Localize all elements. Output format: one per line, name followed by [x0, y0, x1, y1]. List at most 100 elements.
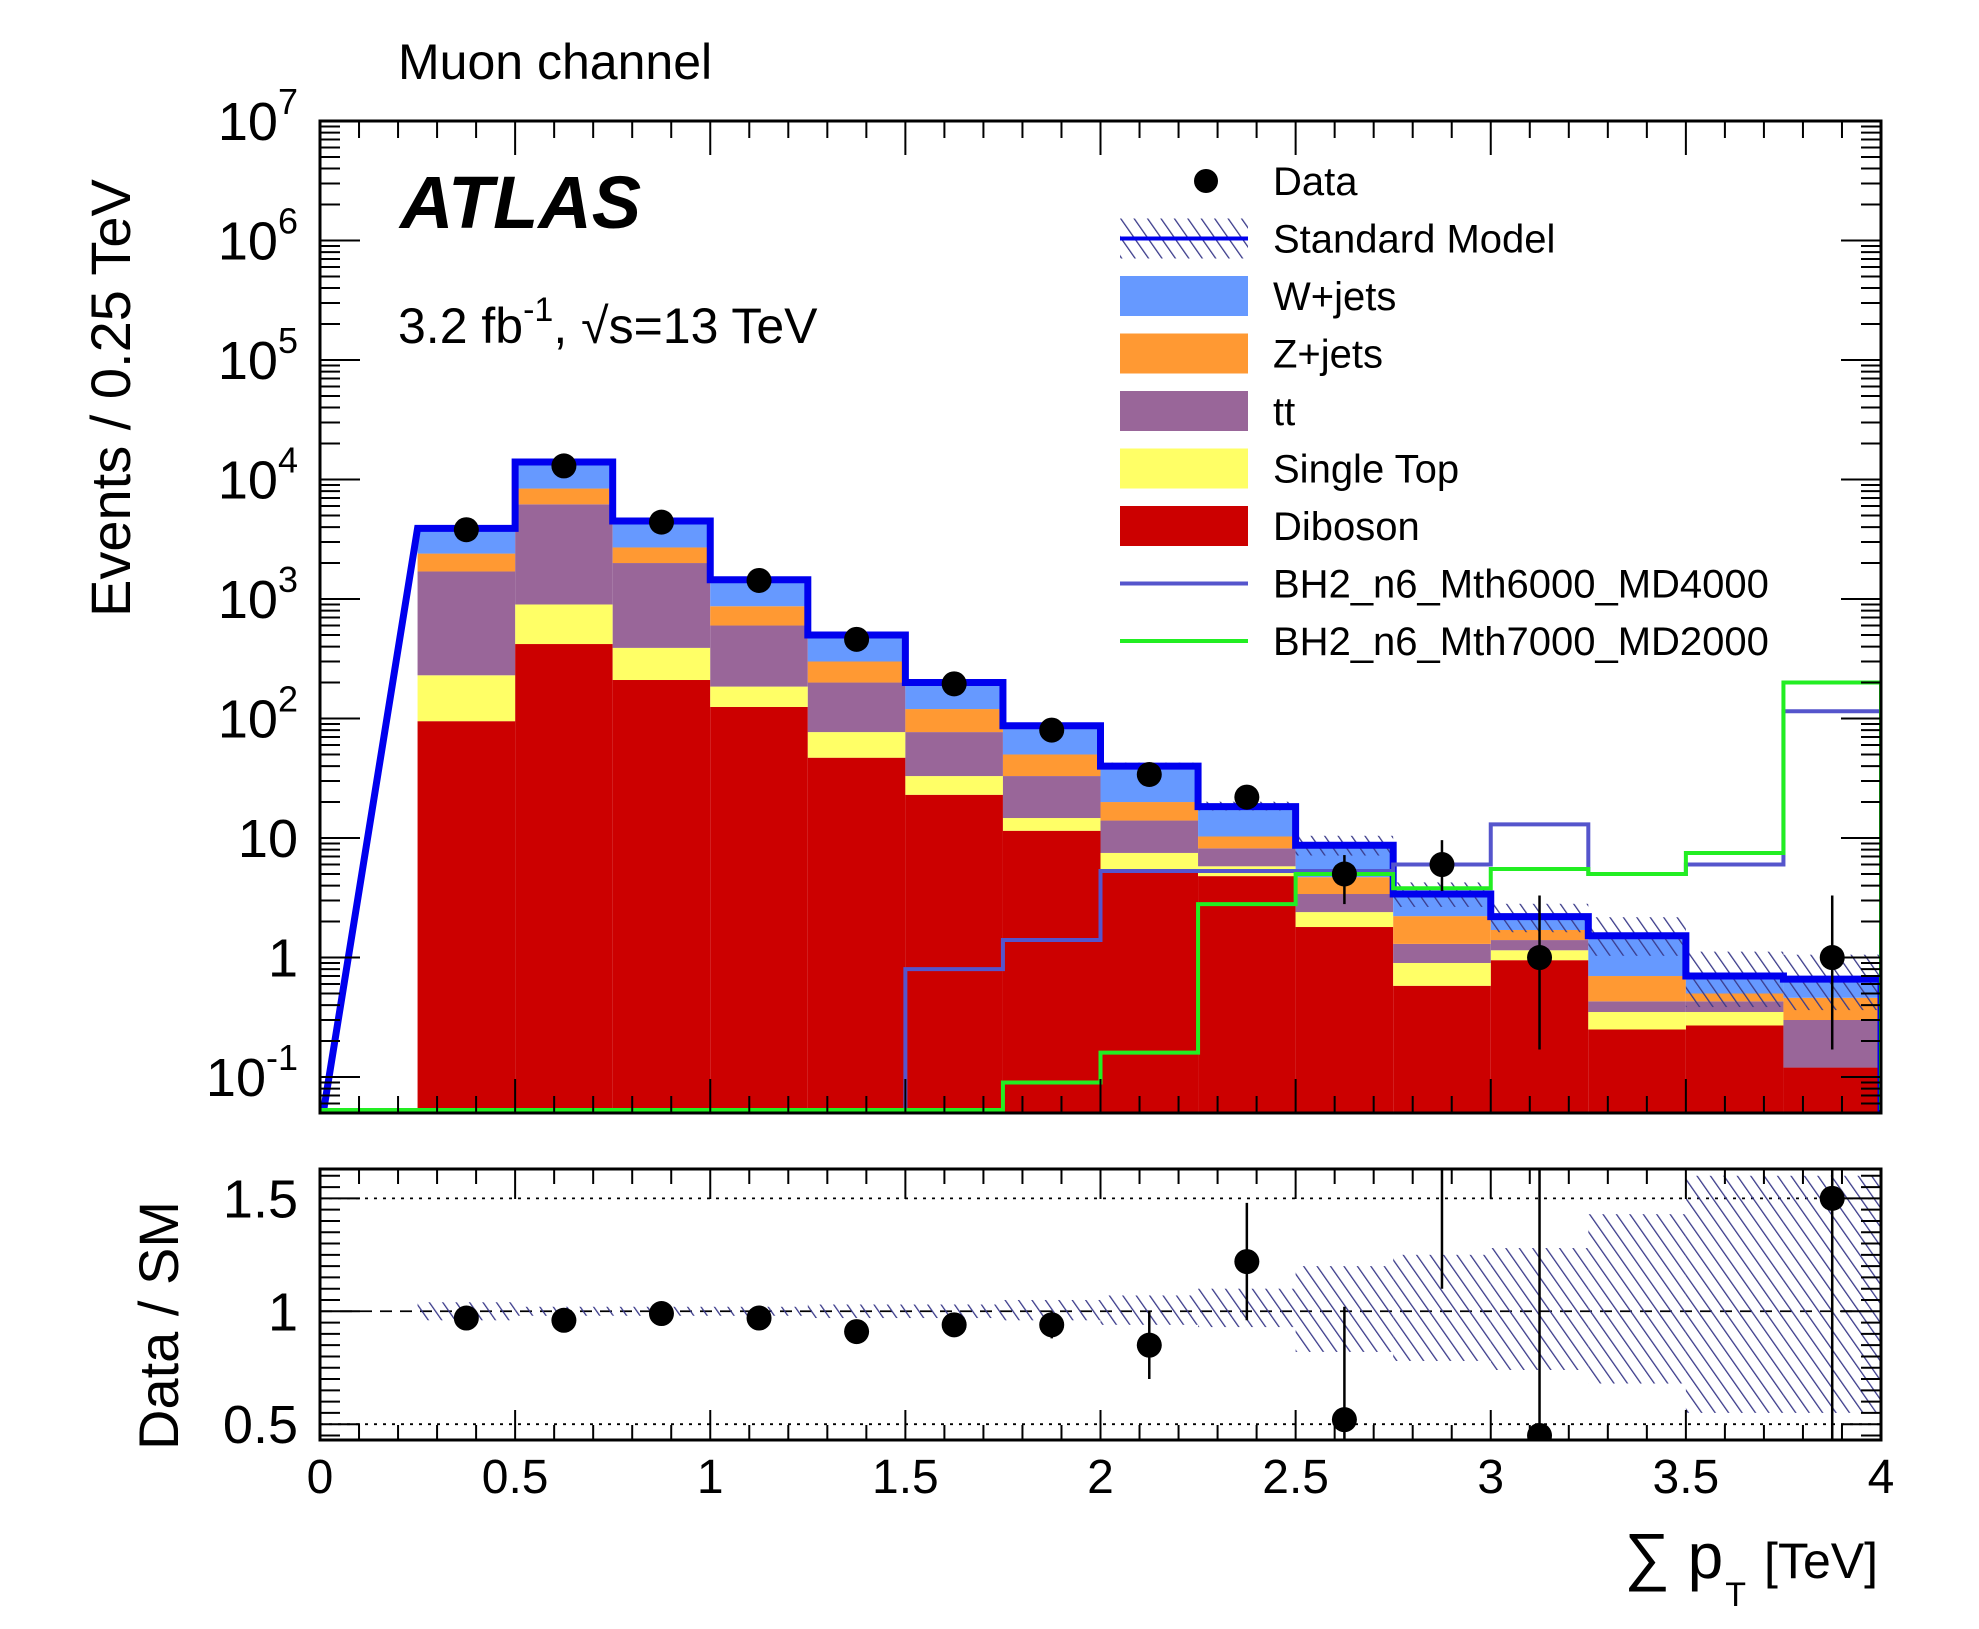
stack-bar — [612, 547, 711, 564]
stack-bar — [905, 794, 1003, 1113]
y-tick-label: 107 — [218, 81, 298, 152]
stack-bar — [515, 504, 613, 605]
ratio-uncertainty-box — [807, 1304, 906, 1319]
legend-swatch — [1120, 333, 1248, 374]
stack-bar — [612, 647, 711, 681]
ratio-y-tick-label: 0.5 — [223, 1395, 298, 1455]
legend-label: BH2_n6_Mth7000_MD2000 — [1273, 620, 1769, 664]
channel-title: Muon channel — [398, 34, 712, 90]
ratio-point — [1039, 1312, 1065, 1338]
y-tick-label: 102 — [218, 679, 298, 750]
legend-label: Z+jets — [1273, 333, 1383, 377]
ratio-point — [844, 1319, 870, 1345]
stack-bar — [515, 488, 613, 505]
data-point — [551, 453, 577, 479]
ratio-point — [746, 1305, 772, 1331]
stack-bar — [515, 644, 613, 1113]
legend-swatch — [1120, 448, 1248, 489]
stack-bar — [807, 732, 906, 758]
ratio-y-tick-label: 1 — [268, 1282, 298, 1342]
ratio-point — [1819, 1185, 1845, 1211]
stack-bar — [1198, 876, 1296, 1113]
stack-bar — [1685, 1025, 1784, 1113]
stack-bar — [417, 571, 516, 676]
data-point — [648, 509, 674, 535]
stack-bar — [1002, 818, 1101, 831]
legend-label: tt — [1273, 390, 1295, 434]
x-tick-label: 0 — [307, 1451, 334, 1504]
ratio-panel: 0.511.50 0.5 1 1.5 2 2.5 3 3.5 4 — [223, 1167, 1894, 1504]
legend-marker — [1194, 169, 1218, 193]
legend-label: Data — [1273, 160, 1358, 204]
stack-bar — [1002, 754, 1101, 777]
stack-bar — [612, 563, 711, 648]
stack-bar — [1198, 806, 1296, 837]
ratio-y-tick-label: 1.5 — [223, 1169, 298, 1229]
legend-item: Data — [1194, 160, 1358, 204]
stack-bar — [905, 776, 1003, 795]
ratio-point — [1136, 1332, 1162, 1358]
stack-bar — [417, 721, 516, 1113]
ratio-point — [1331, 1407, 1357, 1433]
stack-bar — [1002, 830, 1101, 1113]
data-point — [1136, 762, 1162, 788]
stack-bar — [417, 675, 516, 722]
legend-item: Single Top — [1120, 448, 1459, 492]
stack-bar — [710, 686, 808, 707]
stack-bar — [1393, 962, 1491, 986]
stack-bar — [807, 682, 906, 733]
stack-bar — [905, 732, 1003, 777]
stack-bar — [1295, 927, 1394, 1113]
main-x-ticks — [319, 121, 1882, 1113]
signal-line-2 — [320, 680, 1881, 1112]
stack-bar — [905, 709, 1003, 733]
data-point — [1039, 717, 1065, 743]
y-tick-label: 104 — [218, 440, 298, 511]
stack-bar — [1393, 916, 1491, 944]
stack-bar — [1198, 848, 1296, 867]
legend-item: Diboson — [1120, 505, 1420, 549]
legend-item: W+jets — [1120, 275, 1396, 319]
x-tick-label: 2 — [1087, 1451, 1114, 1504]
stack-bar — [1100, 870, 1199, 1113]
ratio-y-axis-label: Data / SM — [127, 1201, 190, 1450]
stack-bar — [1002, 776, 1101, 819]
x-tick-label: 2.5 — [1262, 1451, 1329, 1504]
y-tick-label: 1 — [268, 929, 298, 989]
x-tick-label: 1.5 — [872, 1451, 939, 1504]
stack-bar — [1588, 976, 1686, 1002]
stack-bar — [1393, 985, 1491, 1113]
legend-label: Standard Model — [1273, 218, 1555, 262]
stack-bar — [1100, 820, 1199, 853]
data-point — [1234, 784, 1260, 810]
ratio-point — [551, 1307, 577, 1333]
stack-bar — [710, 606, 808, 626]
ratio-point — [941, 1312, 967, 1338]
legend: Data Standard Model W+jets Z+jets tt Single T… — [1120, 160, 1769, 664]
x-tick-label: 3.5 — [1653, 1451, 1720, 1504]
stack-bar — [1198, 836, 1296, 849]
x-tick-label: 1 — [697, 1451, 724, 1504]
data-point — [1429, 852, 1455, 878]
stack-bar — [1393, 943, 1491, 963]
legend-swatch — [1120, 506, 1248, 546]
ratio-uncertainty-box — [905, 1304, 1003, 1319]
ratio-point — [453, 1305, 479, 1331]
y-tick-label: 10 — [238, 809, 298, 869]
x-axis-label: ∑ pT[TeV] — [1624, 1520, 1878, 1614]
data-point — [941, 671, 967, 697]
stack-bar — [1685, 1012, 1784, 1026]
legend-label: W+jets — [1273, 275, 1396, 319]
legend-item: tt — [1120, 390, 1295, 434]
ratio-point — [648, 1301, 674, 1327]
stack-bar — [1588, 1029, 1686, 1113]
y-tick-label: 10-1 — [206, 1037, 298, 1108]
legend-swatch — [1120, 391, 1248, 431]
data-point — [1331, 861, 1357, 887]
stack-bar — [515, 604, 613, 645]
y-tick-label: 106 — [218, 201, 298, 272]
atlas-label: ATLAS — [398, 161, 641, 244]
stack-diboson — [417, 644, 1881, 1113]
